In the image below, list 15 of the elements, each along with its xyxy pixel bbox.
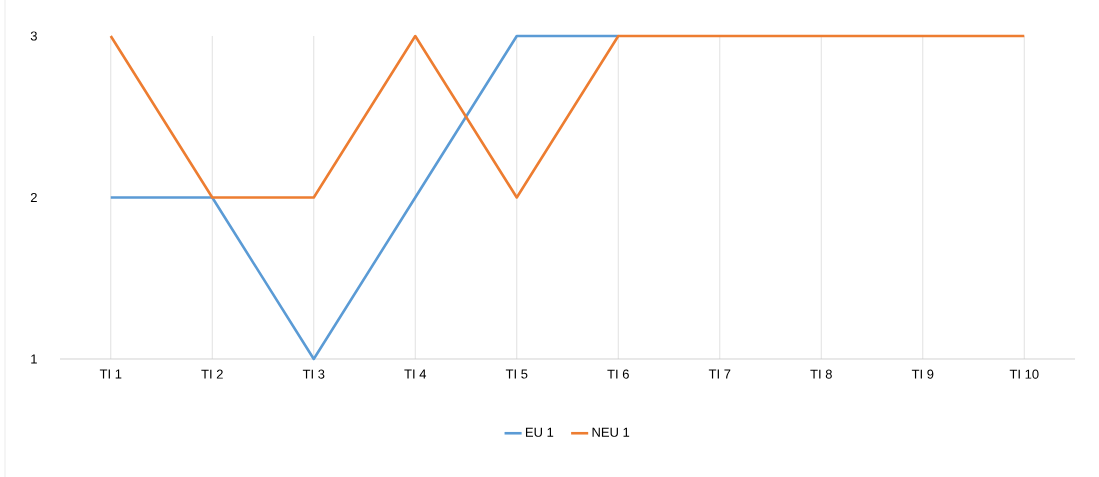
x-tick-label: TI 3 bbox=[302, 369, 325, 379]
x-tick-label: TI 7 bbox=[708, 369, 731, 379]
x-tick-label: TI 2 bbox=[201, 369, 223, 379]
y-tick-label: 2 bbox=[30, 192, 37, 203]
x-tick-label: TI 4 bbox=[404, 369, 427, 379]
legend-label: EU 1 bbox=[525, 427, 554, 437]
x-tick-label: TI 5 bbox=[505, 369, 528, 379]
x-tick-label: TI 10 bbox=[1009, 369, 1039, 379]
y-tick-label: 3 bbox=[30, 31, 37, 41]
x-tick-label: TI 8 bbox=[810, 369, 832, 379]
legend-label: NEU 1 bbox=[592, 427, 630, 437]
x-tick-label: TI 1 bbox=[99, 369, 122, 379]
x-tick-label: TI 6 bbox=[607, 369, 629, 379]
x-tick-label: TI 9 bbox=[911, 369, 934, 379]
y-tick-label: 1 bbox=[31, 354, 37, 364]
